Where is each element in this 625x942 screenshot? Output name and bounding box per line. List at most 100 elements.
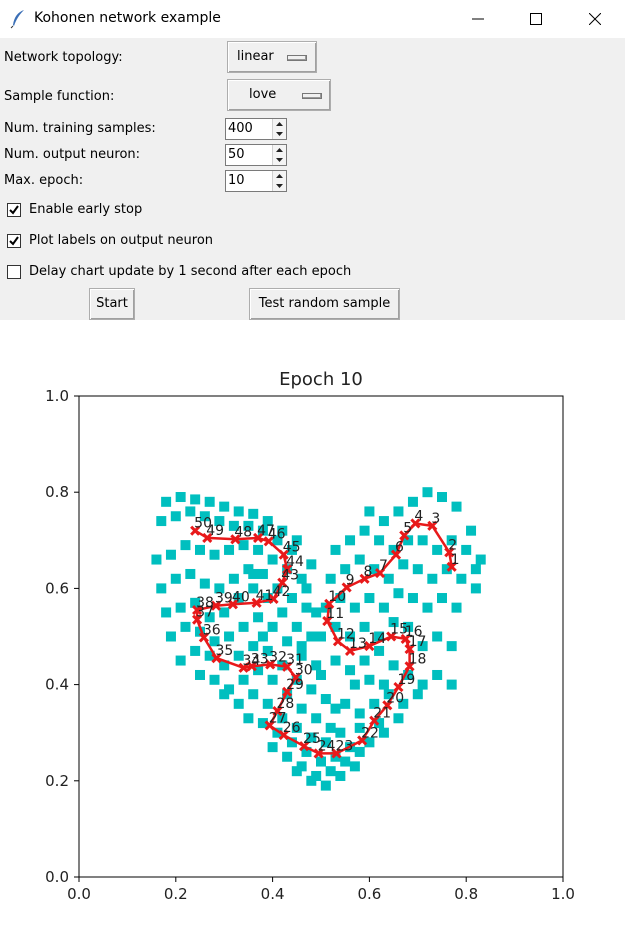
sample-point	[238, 674, 249, 685]
training-samples-value: 400	[228, 121, 253, 136]
sample-point	[272, 727, 283, 738]
spin-up-icon[interactable]	[273, 145, 286, 155]
maximize-button[interactable]	[513, 0, 559, 38]
spin-up-icon[interactable]	[273, 119, 286, 129]
early-stop-checkbox[interactable]	[7, 203, 21, 217]
close-button[interactable]	[572, 0, 618, 38]
spin-down-icon[interactable]	[273, 155, 286, 165]
sample-point	[306, 631, 317, 642]
sample-point	[195, 544, 205, 555]
sample-point	[393, 713, 404, 724]
sample-point	[311, 660, 322, 671]
sample-point	[209, 549, 220, 560]
neuron-marker	[282, 661, 293, 672]
neuron-label: 14	[368, 631, 386, 647]
sample-point	[316, 669, 326, 680]
sample-point	[369, 698, 380, 709]
sample-point	[267, 554, 278, 565]
sample-point	[219, 660, 230, 671]
sample-point	[248, 641, 259, 652]
neuron-marker	[251, 597, 262, 608]
sample-point	[446, 641, 457, 652]
sample-point	[190, 645, 201, 656]
neuron-label: 20	[386, 690, 404, 706]
neuron-marker	[282, 686, 293, 697]
neuron-label: 22	[361, 725, 379, 741]
neuron-label: 9	[346, 572, 355, 588]
sample-point	[446, 535, 457, 546]
output-neuron-spinbox[interactable]: 50	[225, 144, 287, 166]
y-tick-label: 0.4	[45, 676, 69, 694]
minimize-icon	[472, 18, 484, 20]
sample-point	[272, 535, 283, 546]
sample-point	[170, 511, 181, 522]
sample-point	[195, 669, 205, 680]
sample-point	[151, 554, 162, 565]
sample-point	[422, 602, 433, 613]
minimize-button[interactable]	[455, 0, 501, 38]
sample-point	[165, 549, 176, 560]
training-samples-spinbox[interactable]: 400	[225, 118, 287, 140]
topology-menu[interactable]: linear	[227, 41, 317, 73]
neuron-label: 7	[379, 558, 388, 574]
delay-checkbox[interactable]	[7, 265, 21, 279]
output-neuron-label: Num. output neuron:	[4, 147, 141, 162]
neuron-marker	[369, 715, 380, 726]
sample-point	[374, 535, 385, 546]
neuron-label: 50	[194, 516, 212, 532]
neuron-label: 10	[328, 589, 346, 605]
sample-point	[301, 602, 312, 613]
neuron-marker	[265, 659, 276, 670]
neuron-marker	[393, 681, 404, 693]
feather-icon	[10, 10, 24, 29]
neuron-label: 5	[403, 520, 412, 536]
sample-point	[286, 737, 297, 748]
neuron-marker	[410, 518, 421, 529]
sample-point	[369, 564, 380, 575]
sample-point	[175, 655, 186, 666]
sample-function-menu[interactable]: love	[227, 79, 331, 111]
title-bar: Kohonen network example	[0, 0, 625, 39]
sample-point	[296, 573, 307, 584]
sample-point	[170, 573, 181, 584]
sample-point	[432, 631, 443, 642]
max-epoch-spinbox[interactable]: 10	[225, 170, 287, 192]
sample-point	[301, 746, 312, 757]
sample-point	[248, 568, 259, 579]
spin-down-icon[interactable]	[273, 181, 286, 191]
sample-point	[441, 564, 452, 575]
sample-point	[461, 544, 472, 555]
sample-point	[291, 766, 302, 777]
neuron-label: 23	[335, 738, 353, 754]
sample-point	[286, 544, 297, 555]
sample-point	[306, 559, 317, 570]
spin-up-icon[interactable]	[273, 171, 286, 181]
max-epoch-value: 10	[228, 173, 245, 188]
start-button[interactable]: Start	[89, 288, 135, 320]
sample-point	[180, 540, 191, 551]
neuron-marker	[446, 561, 457, 572]
sample-point	[209, 674, 220, 685]
neuron-label: 2	[448, 537, 457, 553]
plot-labels-label: Plot labels on output neuron	[29, 233, 214, 248]
neuron-label: 45	[283, 540, 301, 556]
sample-point	[325, 573, 336, 584]
sample-point	[195, 626, 205, 637]
sample-point	[320, 737, 331, 748]
sample-point	[248, 508, 259, 519]
sample-point	[311, 713, 322, 724]
neuron-label: 30	[295, 662, 313, 678]
sample-point	[359, 525, 370, 536]
plot-labels-checkbox[interactable]	[7, 234, 21, 248]
sample-point	[383, 689, 394, 700]
y-tick-label: 0.2	[45, 772, 69, 790]
neuron-label: 18	[409, 651, 427, 667]
neuron-label: 40	[232, 589, 250, 605]
sample-point	[349, 679, 360, 690]
sample-point	[291, 621, 302, 632]
sample-point	[437, 492, 447, 503]
test-random-sample-button[interactable]: Test random sample	[249, 288, 400, 320]
neuron-label: 32	[269, 649, 287, 665]
neuron-marker	[264, 720, 275, 731]
spin-down-icon[interactable]	[273, 129, 286, 139]
